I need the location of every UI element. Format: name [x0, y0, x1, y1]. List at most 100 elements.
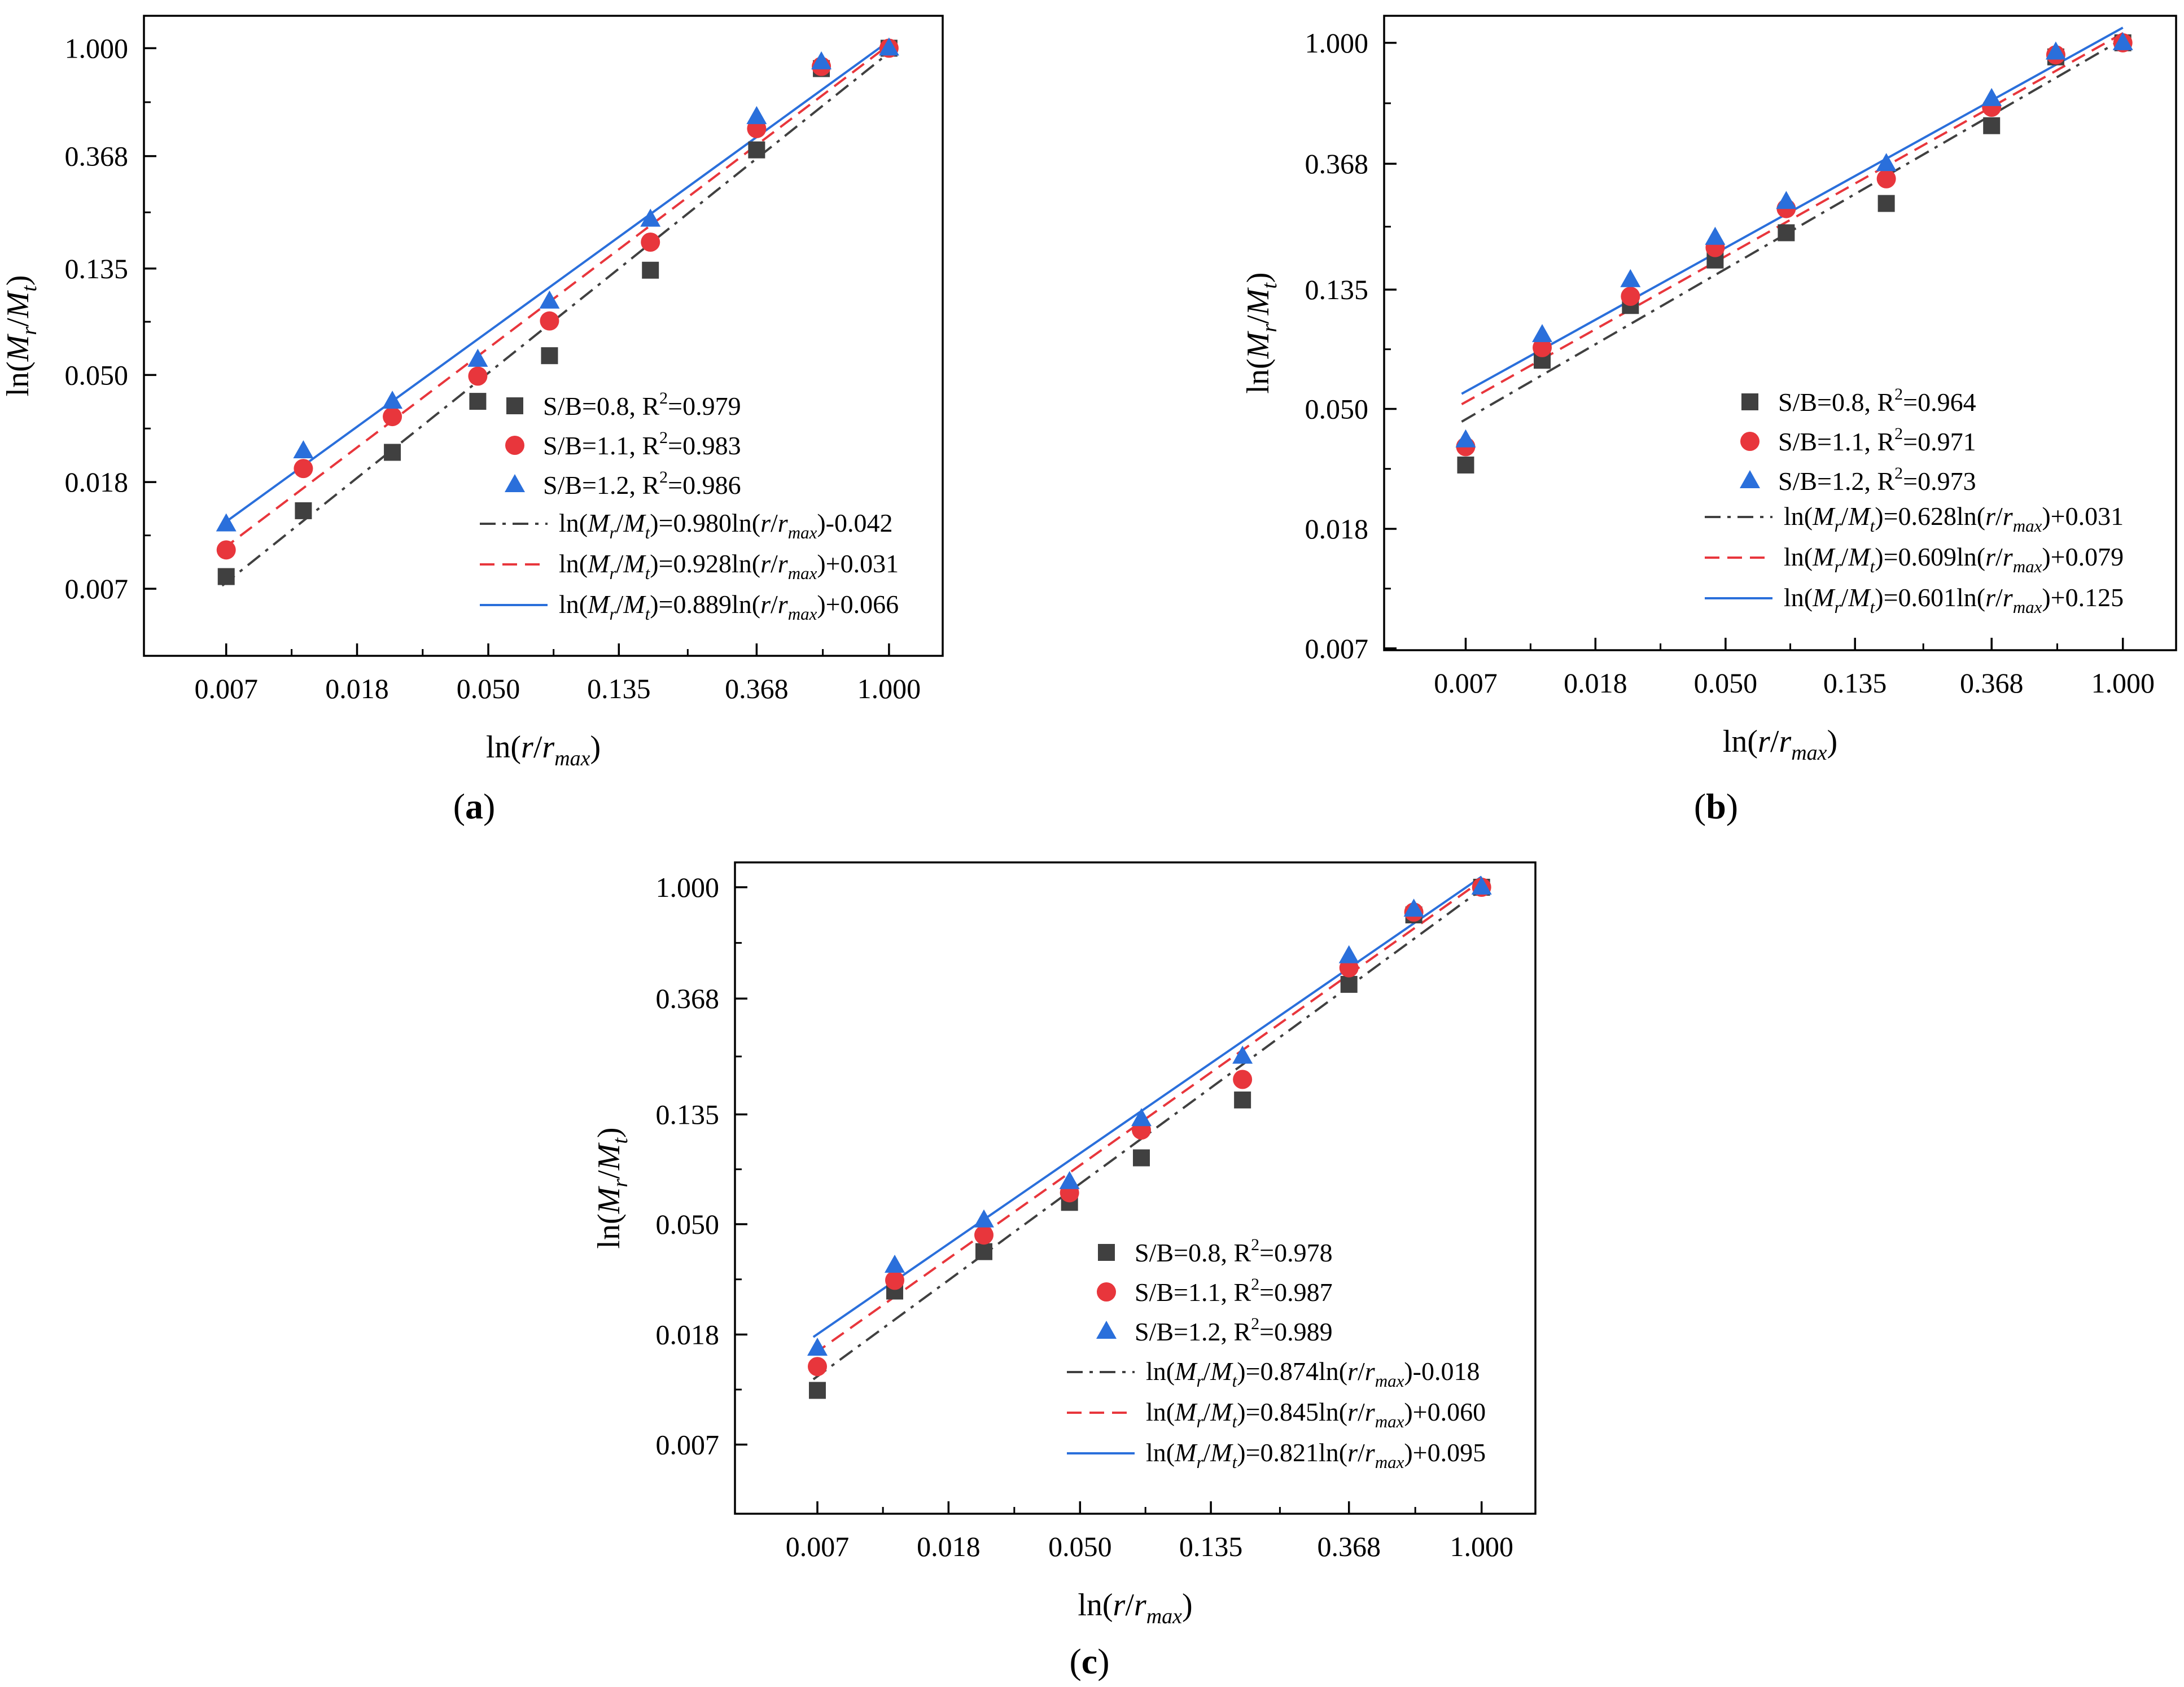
legend-marker	[1740, 432, 1760, 451]
y-tick-label: 0.050	[656, 1208, 720, 1240]
data-point-circle	[216, 540, 236, 560]
y-tick-label: 0.050	[1305, 393, 1369, 424]
y-tick-label: 1.000	[1305, 27, 1369, 59]
y-tick-label: 0.368	[656, 983, 720, 1014]
y-tick-label: 1.000	[65, 32, 129, 64]
y-axis-title: ln(Mr/Mt)	[1, 275, 41, 396]
data-point-triangle	[1471, 877, 1492, 895]
legend-marker	[1098, 1244, 1115, 1261]
x-tick-label: 1.000	[857, 673, 921, 704]
legend-marker	[505, 474, 525, 492]
y-tick-label: 0.018	[65, 466, 129, 498]
data-point-triangle	[1455, 429, 1476, 448]
legend-marker	[1741, 393, 1758, 410]
y-axis-title: ln(Mr/Mt)	[592, 1127, 632, 1248]
x-axis-title: ln(r/rmax)	[1723, 724, 1837, 765]
plot-frame	[143, 15, 944, 657]
x-tick-label: 0.368	[725, 673, 789, 704]
data-point-triangle	[746, 106, 767, 124]
y-tick-label: 0.135	[1305, 274, 1369, 305]
plot-frame	[734, 861, 1537, 1515]
y-tick-label: 0.007	[65, 573, 129, 604]
data-point-circle	[974, 1225, 994, 1245]
data-point-circle	[294, 459, 313, 479]
data-point-triangle	[1403, 899, 1424, 917]
legend-label: S/B=1.2, R2=0.973	[1778, 464, 1976, 496]
x-tick-label: 0.368	[1317, 1531, 1381, 1562]
data-point-circle	[641, 233, 660, 252]
x-tick-label: 1.000	[2091, 667, 2155, 699]
data-point-square	[217, 568, 235, 585]
data-point-triangle	[293, 440, 314, 459]
x-tick-label: 0.018	[917, 1531, 981, 1562]
fit-line-0	[812, 888, 1482, 1381]
y-tick-label: 1.000	[656, 871, 720, 903]
legend-marker	[1097, 1282, 1116, 1302]
legend-marker	[1740, 470, 1760, 488]
legend-label: S/B=0.8, R2=0.978	[1135, 1235, 1333, 1267]
data-point-circle	[1533, 338, 1552, 357]
x-axis-title: ln(r/rmax)	[486, 730, 601, 770]
data-point-triangle	[1532, 324, 1553, 343]
data-point-triangle	[216, 513, 237, 532]
y-tick-label: 0.368	[1305, 148, 1369, 179]
data-point-square	[1983, 117, 2001, 134]
data-point-square	[295, 502, 312, 519]
x-tick-label: 0.050	[457, 673, 520, 704]
panel-b: 0.007 0.018 0.050 0.135 0.368 1.000 0.007 0.018…	[1241, 15, 2177, 826]
panel-label: (c)	[1069, 1641, 1109, 1681]
legend-marker	[505, 436, 524, 455]
fit-line-1	[812, 879, 1482, 1356]
x-tick-label: 0.018	[325, 673, 389, 704]
x-tick-label: 0.007	[194, 673, 258, 704]
legend-fit-equation: ln(Mr/Mt)=0.821ln(r/rmax)+0.095	[1146, 1438, 1486, 1472]
data-point-triangle	[1232, 1045, 1253, 1064]
y-tick-label: 0.018	[1305, 513, 1369, 545]
data-point-triangle	[640, 208, 661, 227]
data-point-circle	[468, 366, 488, 386]
legend-fit-equation: ln(Mr/Mt)=0.980ln(r/rmax)-0.042	[559, 509, 893, 542]
plot-frame	[1383, 15, 2177, 651]
data-point-triangle	[539, 290, 560, 309]
y-tick-label: 0.135	[65, 253, 129, 284]
data-point-triangle	[1131, 1108, 1152, 1127]
x-tick-label: 0.018	[1564, 667, 1627, 699]
fit-line-0	[1461, 38, 2124, 423]
data-point-square	[1340, 976, 1358, 993]
data-point-square	[975, 1243, 993, 1260]
data-point-triangle	[811, 51, 832, 69]
legend-fit-equation: ln(Mr/Mt)=0.889ln(r/rmax)+0.066	[559, 590, 899, 624]
data-point-triangle	[1338, 945, 1359, 963]
data-point-triangle	[1620, 269, 1641, 287]
legend-marker	[506, 397, 523, 414]
x-axis-title: ln(r/rmax)	[1078, 1588, 1192, 1628]
panel-a: 0.007 0.018 0.050 0.135 0.368 1.000 0.007 0.018…	[1, 15, 944, 826]
x-tick-label: 0.368	[1960, 667, 2024, 699]
y-tick-label: 0.018	[656, 1319, 720, 1351]
data-point-circle	[383, 407, 402, 427]
x-tick-label: 0.135	[1823, 667, 1887, 699]
x-tick-label: 0.007	[786, 1531, 850, 1562]
data-point-square	[1778, 224, 1795, 242]
data-point-triangle	[467, 348, 488, 367]
legend-label: S/B=1.1, R2=0.987	[1135, 1275, 1333, 1307]
data-point-triangle	[807, 1337, 828, 1356]
data-point-square	[384, 444, 401, 461]
fit-line-2	[812, 875, 1482, 1338]
legend-label: S/B=0.8, R2=0.979	[543, 389, 741, 420]
data-point-triangle	[1876, 153, 1897, 172]
legend-marker	[1096, 1321, 1117, 1339]
data-point-square	[1132, 1149, 1150, 1167]
x-tick-label: 0.007	[1434, 667, 1498, 699]
x-tick-label: 0.135	[587, 673, 651, 704]
data-point-triangle	[1981, 87, 2002, 106]
data-point-triangle	[2112, 32, 2133, 50]
data-point-circle	[808, 1357, 828, 1377]
y-tick-label: 0.368	[65, 141, 129, 172]
legend-label: S/B=1.2, R2=0.989	[1135, 1314, 1333, 1346]
data-point-triangle	[878, 37, 899, 56]
x-tick-label: 0.050	[1694, 667, 1758, 699]
data-point-square	[541, 347, 558, 365]
data-point-triangle	[885, 1254, 905, 1273]
